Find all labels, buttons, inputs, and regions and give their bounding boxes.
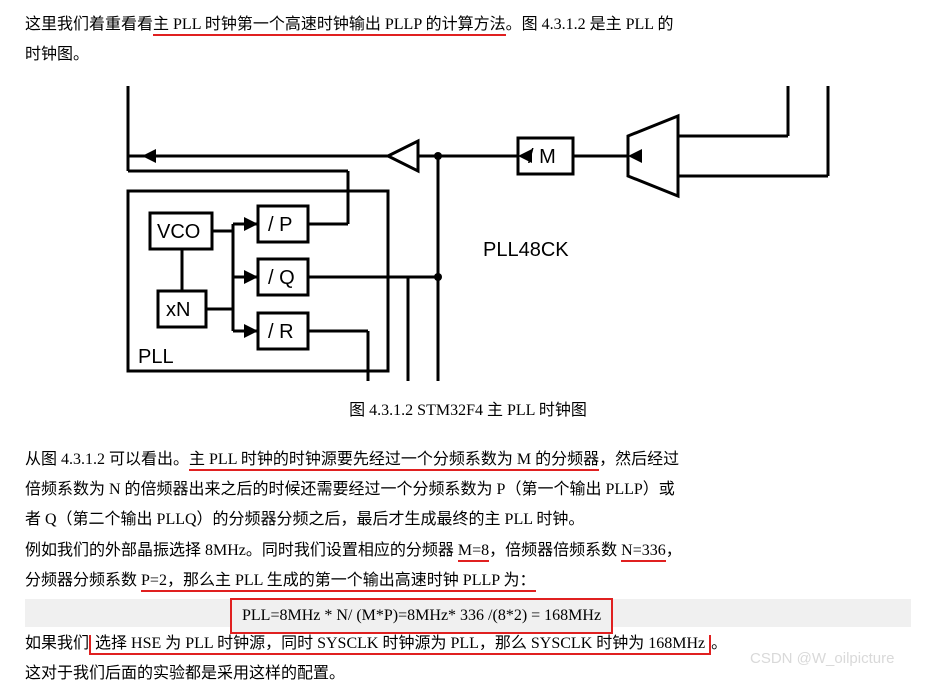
text: 。 <box>711 635 727 652</box>
paragraph-1: 这里我们着重看看主 PLL 时钟第一个高速时钟输出 PLLP 的计算方法。图 4… <box>25 10 911 40</box>
paragraph-2a: 从图 4.3.1.2 可以看出。主 PLL 时钟的时钟源要先经过一个分频系数为 … <box>25 445 911 475</box>
paragraph-1b: 时钟图。 <box>25 40 911 70</box>
boxed-text: 选择 HSE 为 PLL 时钟源，同时 SYSCLK 时钟源为 PLL，那么 S… <box>89 635 711 655</box>
svg-text:PLL48CK: PLL48CK <box>483 239 569 261</box>
text: 如果我们 <box>25 635 89 652</box>
formula-box: PLL=8MHz * N/ (M*P)=8MHz* 336 /(8*2) = 1… <box>230 598 613 634</box>
text: ，然后经过 <box>599 451 679 468</box>
paragraph-2c: 者 Q（第二个输出 PLLQ）的分频器分频之后，最后才生成最终的主 PLL 时钟… <box>25 505 911 535</box>
underlined-text: 主 PLL 时钟的时钟源要先经过一个分频系数为 M 的分频器 <box>189 451 599 471</box>
svg-text:/ Q: / Q <box>268 267 295 289</box>
text: 。图 4.3.1.2 是主 PLL 的 <box>506 16 674 33</box>
underlined-text: N=336 <box>621 542 666 562</box>
text: 例如我们的外部晶振选择 8MHz。同时我们设置相应的分频器 <box>25 542 458 559</box>
text: ，倍频器倍频系数 <box>489 542 621 559</box>
underlined-text: M=8 <box>458 542 489 562</box>
svg-text:/ R: / R <box>268 321 294 343</box>
text: ， <box>666 542 682 559</box>
text: 分频器分频系数 <box>25 572 141 589</box>
paragraph-2b: 倍频系数为 N 的倍频器出来之后的时候还需要经过一个分频系数为 P（第一个输出 … <box>25 475 911 505</box>
pll-diagram: PLL VCO xN / P / Q / R / M PLL48CK <box>25 81 911 392</box>
underlined-text: P=2，那么主 PLL 生成的第一个输出高速时钟 PLLP 为： <box>141 572 536 592</box>
watermark: CSDN @W_oilpicture <box>750 645 894 674</box>
paragraph-4: 分频器分频系数 P=2，那么主 PLL 生成的第一个输出高速时钟 PLLP 为： <box>25 566 911 596</box>
svg-text:/ P: / P <box>268 214 292 236</box>
svg-text:PLL: PLL <box>138 346 174 368</box>
text: 从图 4.3.1.2 可以看出。 <box>25 451 189 468</box>
svg-text:xN: xN <box>166 299 190 321</box>
svg-text:VCO: VCO <box>157 221 200 243</box>
svg-text:/ M: / M <box>528 146 556 168</box>
paragraph-3: 例如我们的外部晶振选择 8MHz。同时我们设置相应的分频器 M=8，倍频器倍频系… <box>25 536 911 566</box>
text: 这里我们着重看看 <box>25 16 153 33</box>
formula-row: PLL=8MHz * N/ (M*P)=8MHz* 336 /(8*2) = 1… <box>25 599 911 627</box>
diagram-caption: 图 4.3.1.2 STM32F4 主 PLL 时钟图 <box>25 396 911 426</box>
underlined-text: 主 PLL 时钟第一个高速时钟输出 PLLP 的计算方法 <box>153 16 506 36</box>
